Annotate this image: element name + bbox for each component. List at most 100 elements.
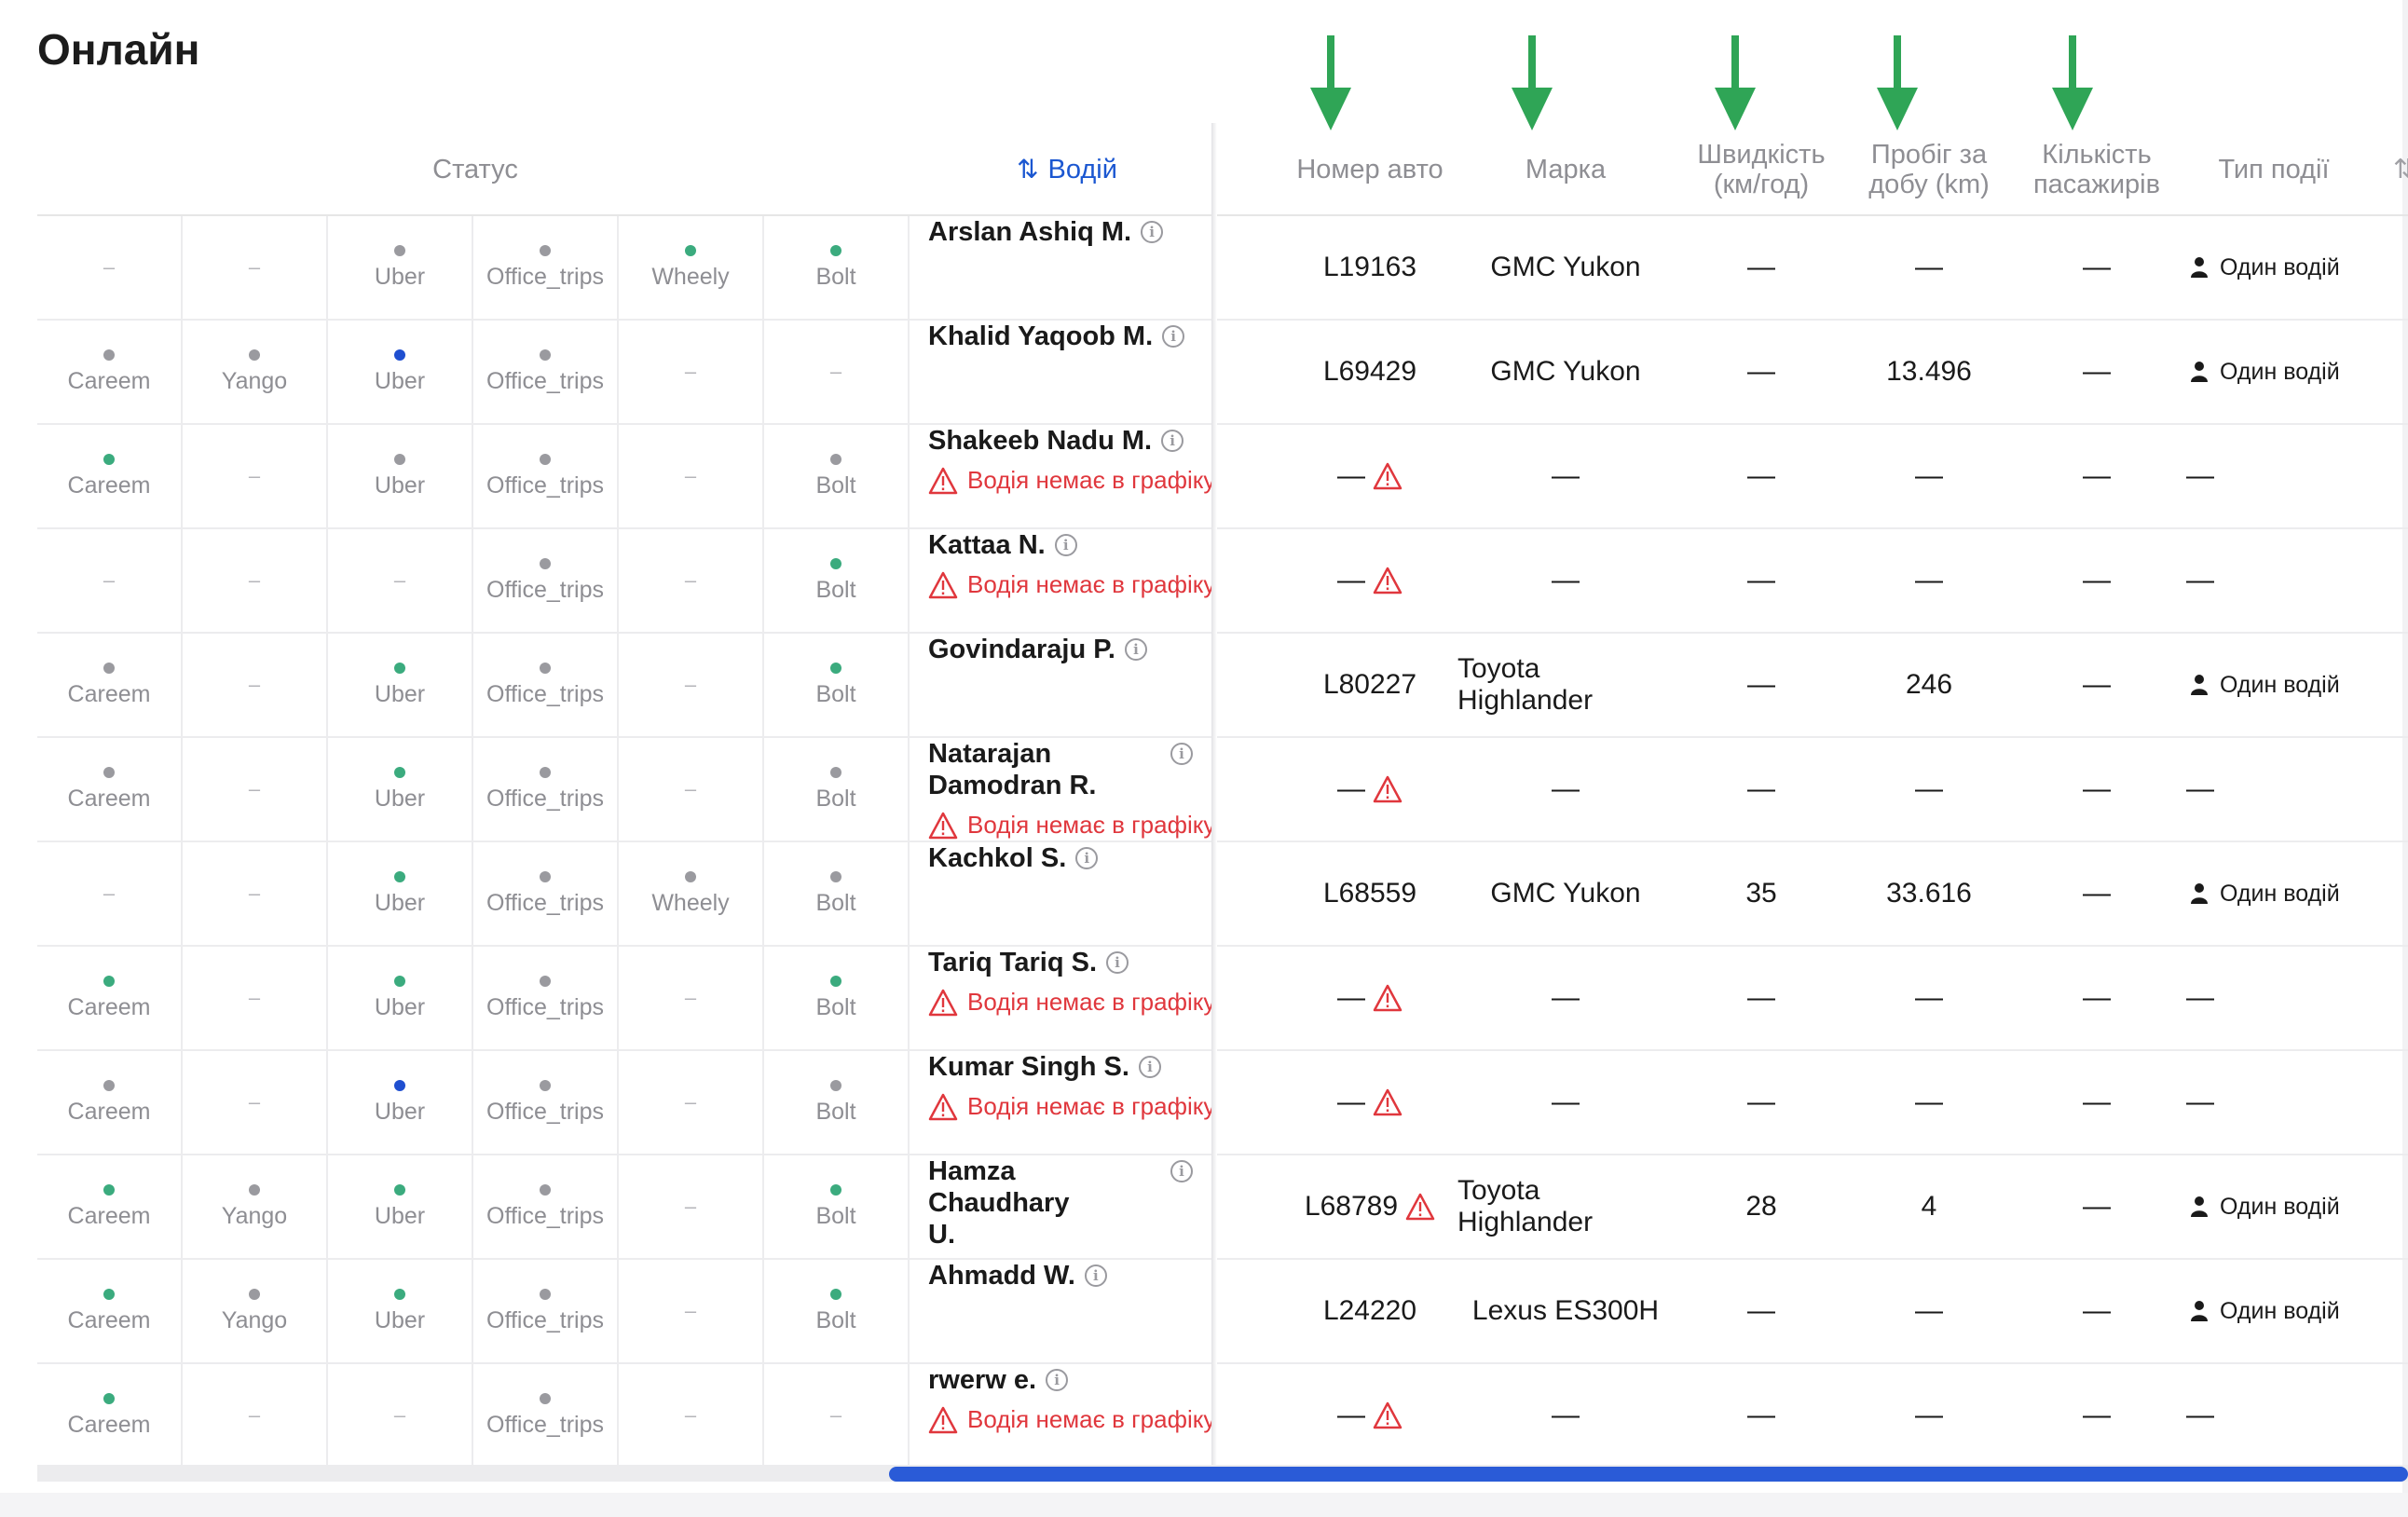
driver-name[interactable]: Ahmadd W. i	[928, 1260, 1107, 1292]
driver-name[interactable]: Arslan Ashiq M. i	[928, 216, 1164, 248]
driver-cell[interactable]: Shakeeb Nadu M. i Водія немає в графіку	[928, 425, 1236, 527]
driver-name[interactable]: Shakeeb Nadu M. i	[928, 425, 1184, 457]
driver-name-line1: Hamza Chaudhary	[928, 1156, 1070, 1218]
driver-cell[interactable]: Hamza Chaudhary U. i	[928, 1155, 1236, 1258]
schedule-warning-text: Водія немає в графіку	[967, 1405, 1216, 1433]
status-dot-icon	[540, 244, 551, 256]
person-icon	[2191, 1301, 2208, 1321]
info-icon[interactable]: i	[1124, 638, 1147, 661]
table-row[interactable]: – – Uber Office_trips Wheely Bolt Arslan Ashiq…	[37, 216, 2408, 321]
driver-name[interactable]: Natarajan Damodran R. i	[928, 738, 1193, 801]
table-row[interactable]: – – – Office_trips – Bolt Kattaa N. i Водія нема…	[37, 529, 2408, 634]
service-status-cell: –	[619, 1051, 764, 1154]
info-icon[interactable]: i	[1170, 1160, 1193, 1182]
empty-dash: –	[248, 777, 261, 800]
plate-number: L24220	[1322, 1295, 1417, 1326]
driver-name[interactable]: Govindaraju P. i	[928, 634, 1147, 665]
service-label: Uber	[374, 993, 426, 1020]
plate-cell: —	[1221, 1364, 1519, 1467]
driver-cell[interactable]: Ahmadd W. i	[928, 1260, 1236, 1362]
driver-name[interactable]: Hamza Chaudhary U. i	[928, 1155, 1193, 1250]
plate-warning-icon	[1373, 462, 1402, 490]
driver-cell[interactable]: Khalid Yaqoob M. i	[928, 321, 1236, 423]
table-row[interactable]: Careem – Uber Office_trips – Bolt Natarajan Dam…	[37, 738, 2408, 842]
info-icon[interactable]: i	[1162, 325, 1185, 348]
brand-cell: Toyota Highlander	[1457, 634, 1681, 736]
empty-dash: –	[248, 673, 261, 696]
table-row[interactable]: Careem – Uber Office_trips – Bolt Govindaraju …	[37, 634, 2408, 738]
driver-cell[interactable]: Kumar Singh S. i Водія немає в графіку	[928, 1051, 1236, 1154]
info-icon[interactable]: i	[1054, 534, 1077, 556]
empty-dash: –	[684, 777, 697, 800]
info-icon[interactable]: i	[1141, 221, 1164, 243]
driver-cell[interactable]: Arslan Ashiq M. i	[928, 216, 1236, 319]
driver-name-text: Khalid Yaqoob M.	[928, 321, 1154, 351]
empty-dash: –	[684, 986, 697, 1009]
brand-cell: —	[1552, 460, 1580, 491]
info-icon[interactable]: i	[1138, 1056, 1161, 1078]
brand-cell: —	[1552, 565, 1580, 595]
table-row[interactable]: Careem – Uber Office_trips – Bolt Shakeeb Nadu…	[37, 425, 2408, 529]
info-icon[interactable]: i	[1170, 743, 1193, 765]
event-type-cell: Один водій	[2190, 842, 2395, 945]
service-label: Careem	[67, 1202, 151, 1229]
driver-name[interactable]: Kumar Singh S. i	[928, 1051, 1161, 1083]
driver-name[interactable]: Tariq Tariq S. i	[928, 947, 1129, 978]
speed-cell: —	[1747, 460, 1775, 491]
driver-cell[interactable]: Tariq Tariq S. i Водія немає в графіку	[928, 947, 1236, 1049]
table-row[interactable]: Careem Yango Uber Office_trips – Bolt Ahmadd W…	[37, 1260, 2408, 1364]
table-row[interactable]: Careem Yango Uber Office_trips – – Khalid Yaqo…	[37, 321, 2408, 425]
driver-cell[interactable]: Govindaraju P. i	[928, 634, 1236, 736]
driver-name-line2: Damodran R.	[928, 771, 1097, 800]
service-status-cell: Office_trips	[473, 947, 619, 1049]
warning-icon	[928, 571, 958, 598]
person-icon	[2191, 1196, 2208, 1217]
driver-name[interactable]: Kachkol S. i	[928, 842, 1099, 874]
service-label: Yango	[221, 1202, 288, 1229]
empty-dash: –	[684, 568, 697, 592]
driver-name[interactable]: rwerw e. i	[928, 1364, 1069, 1396]
empty-dash: –	[684, 1090, 697, 1114]
info-icon[interactable]: i	[1161, 430, 1184, 452]
status-dot-icon	[103, 453, 115, 465]
table-row[interactable]: Careem Yango Uber Office_trips – Bolt Hamza Ch…	[37, 1155, 2408, 1260]
brand-cell: —	[1552, 982, 1580, 1013]
brand-line2: Highlander	[1457, 685, 1594, 716]
plate-number: —	[1337, 460, 1365, 491]
service-status-cell: Uber	[328, 1260, 473, 1362]
status-dot-icon	[540, 348, 551, 361]
mileage-cell: —	[1915, 1295, 1943, 1326]
empty-dash: –	[103, 255, 116, 279]
table-row[interactable]: Careem – – Office_trips – – rwerw e. i Водія нем…	[37, 1364, 2408, 1469]
info-icon[interactable]: i	[1106, 951, 1129, 974]
info-icon[interactable]: i	[1046, 1369, 1069, 1391]
brand-cell: —	[1552, 773, 1580, 804]
service-status-cell: Office_trips	[473, 1155, 619, 1258]
info-icon[interactable]: i	[1075, 847, 1099, 869]
speed-cell: —	[1747, 773, 1775, 804]
table-row[interactable]: Careem – Uber Office_trips – Bolt Kumar Singh …	[37, 1051, 2408, 1155]
service-label: Uber	[374, 889, 426, 916]
page-footer-strip	[0, 1493, 2408, 1517]
service-status-cell: –	[764, 1364, 910, 1467]
service-label: Bolt	[815, 1306, 856, 1333]
header-next-sort-icon[interactable]: ⇅	[2393, 155, 2408, 184]
table-row[interactable]: – – Uber Office_trips Wheely Bolt Kachkol S. i L…	[37, 842, 2408, 947]
driver-name[interactable]: Khalid Yaqoob M. i	[928, 321, 1185, 352]
header-driver-sort[interactable]: ⇅ Водій	[913, 123, 1221, 216]
table-row[interactable]: Careem – Uber Office_trips – Bolt Tariq Tariq …	[37, 947, 2408, 1051]
driver-cell[interactable]: Kattaa N. i Водія немає в графіку	[928, 529, 1236, 632]
horizontal-scrollbar-thumb[interactable]	[889, 1467, 2408, 1482]
info-icon[interactable]: i	[1084, 1264, 1107, 1287]
service-status-cell: Careem	[37, 1155, 183, 1258]
mileage-cell: —	[1915, 1086, 1943, 1117]
driver-cell[interactable]: Kachkol S. i	[928, 842, 1236, 945]
speed-cell: —	[1747, 669, 1775, 700]
driver-name[interactable]: Kattaa N. i	[928, 529, 1077, 561]
service-status-cell: Bolt	[764, 216, 910, 319]
service-label: Careem	[67, 1098, 151, 1125]
driver-cell[interactable]: Natarajan Damodran R. i Водія немає в графі…	[928, 738, 1236, 840]
service-status-cell: Bolt	[764, 947, 910, 1049]
driver-cell[interactable]: rwerw e. i Водія немає в графіку	[928, 1364, 1236, 1467]
mileage-cell: —	[1915, 1400, 1943, 1430]
